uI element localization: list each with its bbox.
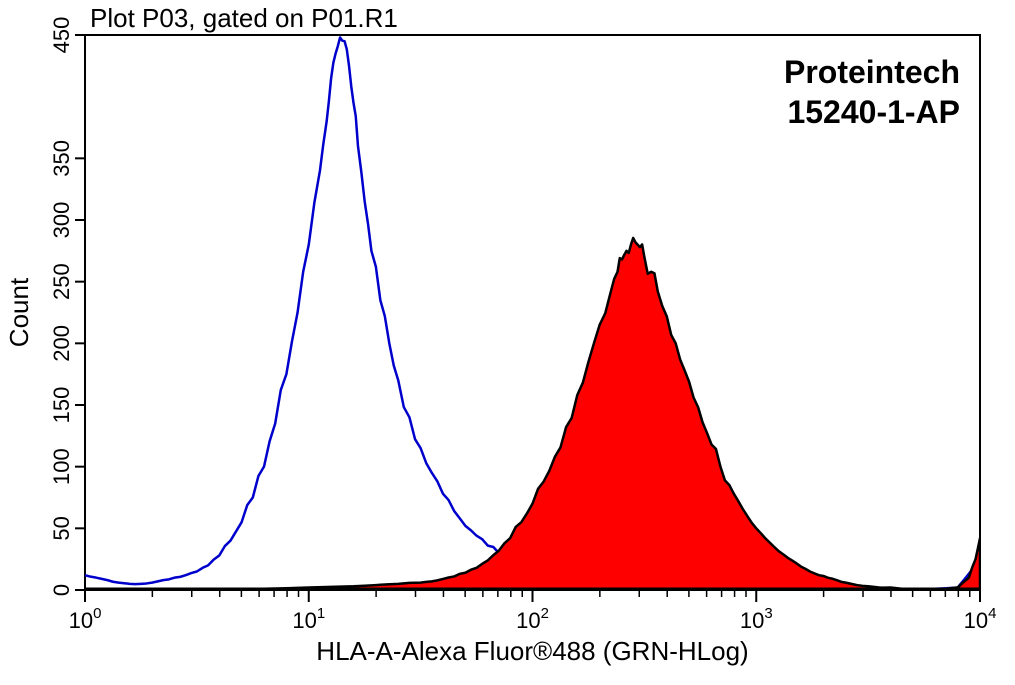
x-tick-label: 102 — [516, 605, 549, 633]
y-tick-label: 200 — [49, 325, 74, 362]
x-tick-label: 104 — [964, 605, 997, 633]
y-tick-label: 350 — [49, 140, 74, 177]
y-tick-label: 150 — [49, 387, 74, 424]
y-tick-label: 450 — [49, 17, 74, 54]
y-tick-label: 300 — [49, 202, 74, 239]
x-axis-label: HLA-A-Alexa Fluor®488 (GRN-HLog) — [316, 636, 748, 666]
annotation-line1: Proteintech — [784, 54, 960, 90]
flow-cytometry-histogram: 100 101 102 103 104 0 50 100 150 200 250 300 350 450 C… — [0, 0, 1015, 685]
y-tick-label: 100 — [49, 448, 74, 485]
y-tick-label: 0 — [49, 584, 74, 596]
y-axis-label: Count — [4, 277, 34, 347]
x-tick-label: 103 — [740, 605, 773, 633]
plot-title: Plot P03, gated on P01.R1 — [90, 3, 398, 33]
x-tick-label: 101 — [292, 605, 325, 633]
y-tick-label: 250 — [49, 263, 74, 300]
y-tick-label: 50 — [49, 516, 74, 540]
x-tick-label: 100 — [69, 605, 102, 633]
chart-svg: 100 101 102 103 104 0 50 100 150 200 250 300 350 450 C… — [0, 0, 1015, 685]
annotation-line2: 15240-1-AP — [787, 94, 960, 130]
